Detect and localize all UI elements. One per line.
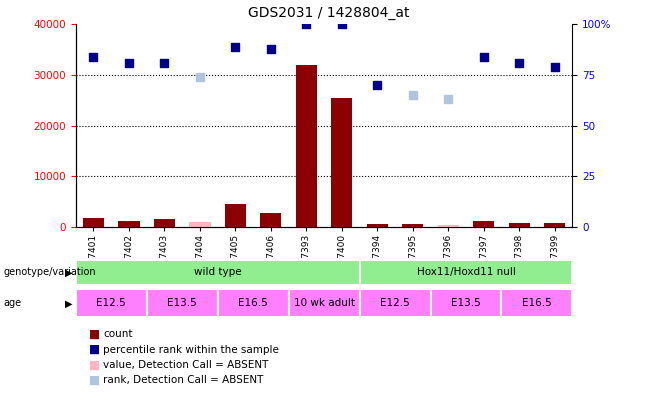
Text: genotype/variation: genotype/variation — [3, 267, 96, 277]
Text: ▶: ▶ — [65, 267, 72, 277]
Bar — [473, 221, 494, 227]
Text: ■: ■ — [89, 374, 100, 387]
Bar — [544, 223, 565, 227]
Text: ■: ■ — [89, 328, 100, 341]
Text: E13.5: E13.5 — [167, 298, 197, 308]
Bar — [118, 221, 139, 227]
Text: ■: ■ — [89, 358, 100, 371]
Bar — [501, 289, 572, 318]
Bar — [147, 289, 218, 318]
Text: rank, Detection Call = ABSENT: rank, Detection Call = ABSENT — [103, 375, 264, 385]
Bar — [190, 222, 211, 227]
Text: wild type: wild type — [194, 267, 241, 277]
Bar — [224, 204, 246, 227]
Text: GDS2031 / 1428804_at: GDS2031 / 1428804_at — [248, 6, 410, 20]
Bar — [367, 224, 388, 227]
Text: count: count — [103, 329, 133, 339]
Text: E13.5: E13.5 — [451, 298, 481, 308]
Bar — [430, 289, 501, 318]
Bar — [295, 65, 317, 227]
Text: ▶: ▶ — [65, 298, 72, 308]
Point — [549, 64, 560, 70]
Point — [301, 21, 312, 28]
Bar — [331, 98, 353, 227]
Text: Hox11/Hoxd11 null: Hox11/Hoxd11 null — [417, 267, 515, 277]
Bar — [83, 218, 104, 227]
Point — [124, 60, 134, 66]
Point — [336, 21, 347, 28]
Point — [443, 96, 453, 102]
Text: ■: ■ — [89, 343, 100, 356]
Bar — [76, 289, 147, 318]
Text: E12.5: E12.5 — [380, 298, 410, 308]
Text: value, Detection Call = ABSENT: value, Detection Call = ABSENT — [103, 360, 268, 370]
Text: age: age — [3, 298, 22, 308]
Point — [372, 82, 382, 88]
Point — [407, 92, 418, 98]
Bar — [289, 289, 359, 318]
Text: percentile rank within the sample: percentile rank within the sample — [103, 345, 279, 354]
Point — [478, 53, 489, 60]
Bar — [260, 213, 282, 227]
Bar — [218, 289, 289, 318]
Bar — [76, 260, 359, 285]
Text: E16.5: E16.5 — [238, 298, 268, 308]
Bar — [509, 223, 530, 227]
Bar — [359, 289, 430, 318]
Point — [159, 60, 170, 66]
Text: E16.5: E16.5 — [522, 298, 552, 308]
Bar — [438, 225, 459, 227]
Point — [195, 74, 205, 80]
Point — [230, 43, 241, 50]
Bar — [402, 224, 424, 227]
Text: 10 wk adult: 10 wk adult — [293, 298, 355, 308]
Text: E12.5: E12.5 — [96, 298, 126, 308]
Bar — [154, 219, 175, 227]
Point — [266, 45, 276, 52]
Bar — [359, 260, 572, 285]
Point — [88, 53, 99, 60]
Point — [514, 60, 524, 66]
